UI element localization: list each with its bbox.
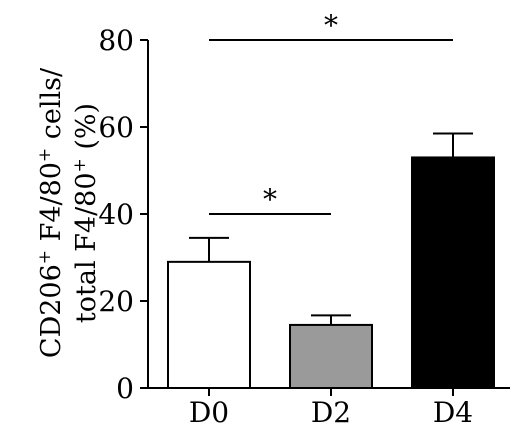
significance-label: * <box>263 183 277 216</box>
y-axis-label-part: + <box>35 148 55 162</box>
y-tick-label: 0 <box>116 372 134 405</box>
y-axis-label-part: total F4/80 <box>71 172 102 323</box>
y-tick-label: 80 <box>98 24 134 57</box>
y-axis-label-part: F4/80 <box>36 162 67 250</box>
bars <box>167 132 495 390</box>
y-tick-label: 40 <box>98 198 134 231</box>
x-tick-label: D2 <box>311 396 351 429</box>
y-axis-label-part: cells/ <box>36 67 67 148</box>
significance-label: * <box>324 9 338 42</box>
x-tick-label: D0 <box>189 396 229 429</box>
significance-markers: ** <box>209 9 453 216</box>
y-axis-label: CD206+ F4/80+ cells/ total F4/80+ (%) <box>35 67 102 358</box>
bar-d2 <box>289 323 373 389</box>
y-axis-label-part: CD206 <box>36 264 67 358</box>
y-axis-label-line-2: total F4/80+ (%) <box>70 103 102 323</box>
y-axis-label-part: + <box>70 158 90 172</box>
y-tick-label: 20 <box>98 285 134 318</box>
y-axis-label-line-1: CD206+ F4/80+ cells/ <box>35 67 67 358</box>
axes: 0 20 40 60 80 D0 D2 D4 <box>98 24 510 429</box>
x-tick-label: D4 <box>433 396 473 429</box>
bar-d0 <box>167 260 251 390</box>
bar-d4 <box>411 156 495 389</box>
y-axis-label-part: + <box>35 250 55 264</box>
y-axis-label-part: (%) <box>71 103 102 158</box>
y-tick-label: 60 <box>98 111 134 144</box>
